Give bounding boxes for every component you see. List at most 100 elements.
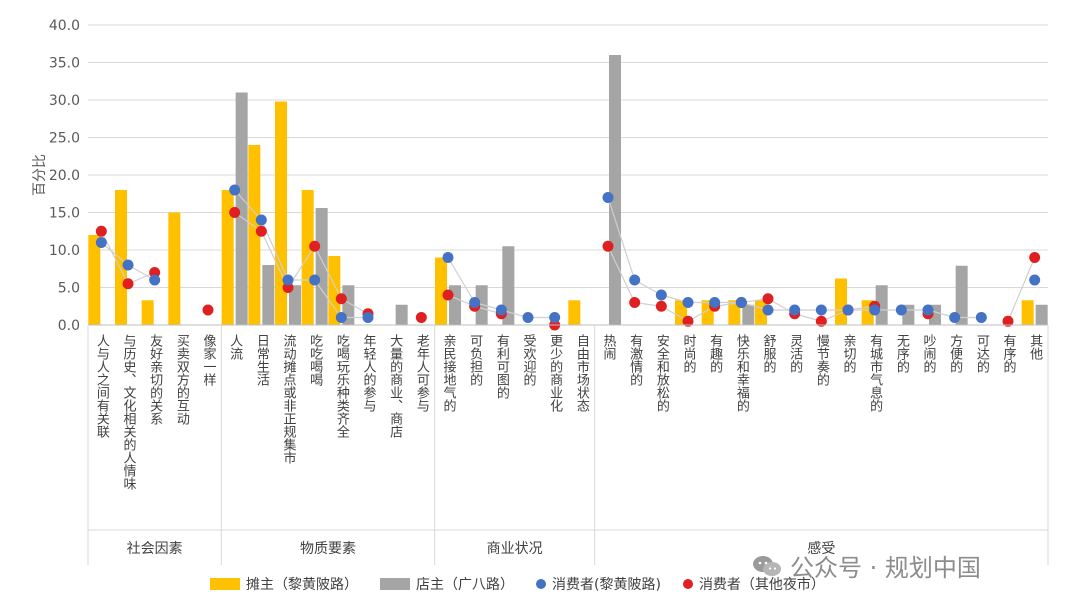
bar-shop-owner: [609, 55, 621, 325]
x-tick-label: 有趣的: [707, 334, 723, 373]
point-consumer-other: [95, 225, 107, 237]
point-consumer-other: [1002, 315, 1014, 327]
bar-stall-owner: [168, 212, 181, 325]
y-tick-label: 40.0: [49, 18, 80, 34]
x-tick-label: 流动摊点或非正规集市: [281, 334, 297, 464]
bar-shop-owner: [742, 304, 755, 325]
x-tick-label: 时尚的: [681, 334, 696, 373]
x-tick-label: 吃吃喝喝: [307, 333, 323, 386]
legend-item-shop-owner: 店主（广八路）: [380, 574, 514, 594]
x-tick-label: 自由市场状态: [574, 334, 590, 412]
bar-shop-owner: [875, 285, 888, 325]
point-consumer-other: [415, 312, 427, 323]
point-consumer-lhpl: [442, 252, 454, 263]
line-consumer-other: [607, 245, 636, 303]
x-tick-label: 其他: [1027, 334, 1043, 361]
point-consumer-lhpl: [549, 312, 561, 323]
bar-shop-owner: [262, 265, 275, 325]
y-tick-label: 15.0: [49, 206, 80, 222]
point-consumer-lhpl: [869, 304, 881, 316]
line-consumer-lhpl: [607, 197, 636, 281]
bar-stall-owner: [141, 300, 154, 325]
x-tick-label: 舒服的: [761, 334, 777, 373]
x-tick-label: 热闹: [601, 334, 617, 361]
x-tick-label: 有序的: [1001, 334, 1017, 373]
x-tick-label: 受欢迎的: [521, 334, 537, 386]
bar-stall-owner: [1021, 300, 1034, 325]
x-tick-label: 慢节奏的: [814, 333, 830, 386]
point-consumer-lhpl: [95, 237, 107, 248]
point-consumer-other: [655, 300, 667, 312]
legend-swatch-shop-owner: [380, 578, 410, 590]
y-axis-label: 百分比: [32, 154, 48, 196]
line-consumer-lhpl: [234, 189, 262, 221]
point-consumer-other: [442, 289, 454, 301]
legend-swatch-consumer-lhpl: [536, 579, 546, 589]
point-consumer-lhpl: [709, 297, 721, 308]
bar-stall-owner: [88, 235, 101, 325]
point-consumer-lhpl: [602, 192, 614, 203]
bar-stall-owner: [728, 300, 741, 325]
x-tick-label: 吃喝玩乐种类齐全: [334, 333, 350, 438]
y-tick-label: 5.0: [58, 281, 80, 297]
point-consumer-lhpl: [922, 304, 934, 316]
point-consumer-lhpl: [282, 274, 294, 286]
line-consumer-lhpl: [314, 279, 342, 318]
y-tick-label: 0.0: [58, 318, 80, 334]
bar-shop-owner: [289, 285, 301, 325]
point-consumer-lhpl: [362, 312, 374, 323]
point-consumer-lhpl: [655, 289, 667, 301]
bar-stall-owner: [568, 300, 581, 325]
bar-stall-owner: [275, 101, 287, 325]
point-consumer-other: [602, 240, 614, 252]
line-consumer-lhpl: [447, 257, 476, 303]
legend-item-consumer-other: 消费者（其他夜市）: [682, 574, 825, 594]
bar-shop-owner: [235, 92, 248, 325]
point-consumer-other: [815, 315, 827, 327]
point-consumer-lhpl: [842, 304, 854, 316]
point-consumer-lhpl: [335, 312, 347, 323]
bar-stall-owner: [835, 278, 847, 325]
watermark: 公众号 · 规划中国: [752, 548, 981, 583]
point-consumer-lhpl: [629, 274, 641, 286]
x-tick-label: 友好亲切的关系: [147, 333, 163, 425]
y-tick-label: 10.0: [49, 243, 80, 259]
x-tick-label: 可负担的: [467, 334, 483, 386]
line-consumer-other: [314, 245, 342, 300]
bar-stall-owner: [248, 145, 261, 325]
group-label: 感受: [807, 540, 835, 557]
x-tick-label: 亲民接地气的: [441, 334, 457, 412]
point-consumer-other: [335, 293, 347, 305]
x-tick-label: 与历史、文化相关的人情味: [121, 334, 137, 490]
x-tick-label: 安全和放松的: [654, 334, 670, 412]
x-tick-label: 日常生活: [254, 334, 270, 386]
x-tick-label: 无序的: [894, 334, 910, 373]
x-tick-label: 更少的商业化: [547, 334, 563, 413]
point-consumer-lhpl: [522, 312, 534, 323]
legend-swatch-stall-owner: [210, 578, 240, 590]
point-consumer-other: [682, 315, 694, 327]
legend-swatch-consumer-other: [682, 579, 693, 589]
x-tick-label: 有激情的: [627, 334, 643, 386]
legend-item-consumer-lhpl: 消费者(黎黄陂路): [536, 574, 661, 594]
x-tick-label: 快乐和幸福的: [734, 334, 750, 412]
x-tick-label: 可达的: [974, 334, 990, 373]
bar-stall-owner: [435, 257, 447, 325]
x-tick-label: 有利可图的: [494, 334, 510, 399]
point-consumer-lhpl: [682, 297, 694, 308]
bar-shop-owner: [502, 246, 515, 325]
point-consumer-lhpl: [815, 304, 827, 316]
point-consumer-other: [255, 225, 267, 237]
x-tick-label: 方便的: [947, 333, 963, 373]
x-tick-label: 年轻人的参与: [361, 334, 377, 412]
x-tick-label: 灵活的: [787, 334, 803, 373]
x-tick-label: 人流: [227, 334, 243, 360]
point-consumer-lhpl: [895, 304, 907, 316]
bar-stall-owner: [115, 190, 127, 325]
point-consumer-lhpl: [975, 312, 987, 323]
point-consumer-lhpl: [735, 297, 747, 308]
x-tick-label: 吵闹的: [921, 333, 937, 373]
legend-label-consumer-lhpl: 消费者(黎黄陂路): [552, 577, 661, 593]
x-tick-label: 大量的商业、商店: [387, 334, 403, 438]
